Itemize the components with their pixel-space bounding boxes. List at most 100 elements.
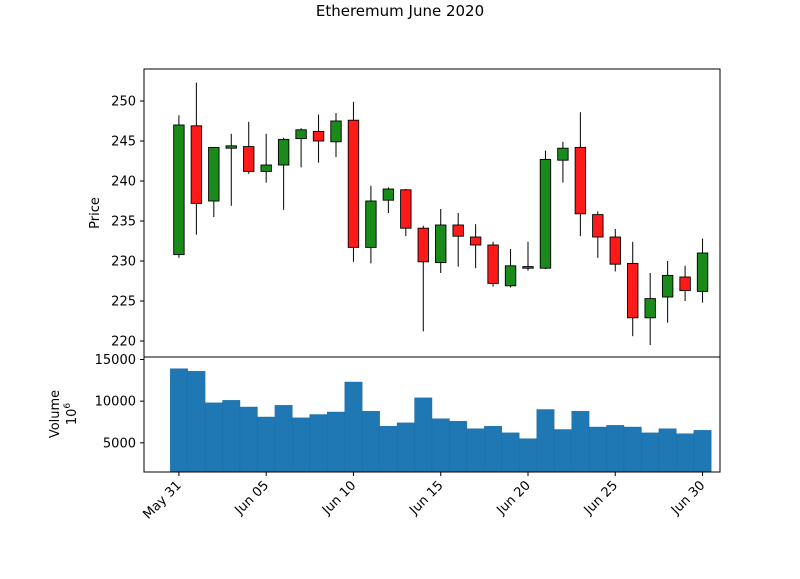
candle bbox=[557, 141, 569, 183]
volume-bar bbox=[257, 416, 276, 473]
candle-body bbox=[661, 274, 674, 298]
price-axis-label: Price bbox=[88, 197, 103, 229]
candle bbox=[592, 211, 604, 258]
candle bbox=[347, 101, 360, 262]
candle bbox=[173, 115, 185, 258]
volume-bars bbox=[169, 368, 712, 473]
volume-bar bbox=[344, 381, 363, 473]
candle-body bbox=[382, 188, 395, 201]
candle-body bbox=[696, 252, 709, 292]
candle-body bbox=[312, 130, 325, 142]
volume-bar bbox=[484, 425, 503, 473]
candle-body bbox=[243, 146, 255, 172]
candle-body bbox=[260, 164, 272, 172]
candle-body bbox=[469, 236, 482, 246]
candle-body bbox=[574, 146, 587, 215]
volume-bar bbox=[693, 430, 712, 473]
volume-y-tick-label: 5000 bbox=[103, 436, 136, 451]
candle bbox=[574, 112, 587, 237]
candle bbox=[696, 238, 709, 303]
candle bbox=[504, 249, 517, 288]
volume-bar bbox=[501, 432, 520, 473]
candle-body bbox=[208, 146, 220, 202]
candle-body bbox=[539, 158, 552, 269]
candle bbox=[522, 241, 534, 271]
candle bbox=[208, 146, 220, 217]
candle-body bbox=[277, 138, 290, 166]
candle-body bbox=[592, 214, 604, 238]
price-y-tick-label: 245 bbox=[111, 135, 136, 150]
price-y-axis: 220 225 230 235 240 245 250 bbox=[111, 95, 144, 350]
volume-bar bbox=[536, 409, 555, 473]
volume-bar bbox=[361, 410, 380, 473]
chart-title: Etheremum June 2020 bbox=[316, 2, 484, 20]
candle bbox=[225, 133, 237, 206]
candle bbox=[365, 185, 377, 264]
candle-body bbox=[225, 145, 237, 149]
candle-body bbox=[644, 298, 656, 319]
candle-body bbox=[365, 200, 377, 248]
volume-bar bbox=[309, 414, 328, 473]
candle-body bbox=[295, 129, 307, 140]
candle bbox=[452, 213, 464, 267]
candle bbox=[243, 121, 255, 174]
candle-body bbox=[190, 125, 203, 204]
volume-bar bbox=[571, 410, 590, 473]
price-y-tick-label: 230 bbox=[111, 255, 136, 270]
volume-bar bbox=[239, 406, 258, 473]
volume-bar bbox=[553, 429, 572, 473]
price-y-tick-label: 225 bbox=[111, 295, 136, 310]
candle bbox=[260, 133, 272, 183]
volume-bar bbox=[169, 368, 188, 473]
candle bbox=[487, 241, 499, 287]
volume-bar bbox=[519, 438, 537, 473]
volume-bar bbox=[379, 425, 398, 473]
candle bbox=[277, 137, 290, 210]
volume-bar bbox=[449, 420, 468, 473]
volume-y-tick-label: 10000 bbox=[95, 395, 136, 410]
candle-body bbox=[522, 266, 534, 269]
volume-axes-frame bbox=[143, 356, 721, 473]
volume-bar bbox=[623, 426, 642, 473]
candle-body bbox=[609, 236, 621, 265]
candle bbox=[295, 128, 307, 168]
candle-body bbox=[627, 262, 639, 319]
volume-panel: 5000 10000 15000 Volume 106 bbox=[48, 353, 721, 473]
candle bbox=[382, 187, 395, 213]
candle bbox=[400, 189, 412, 237]
price-panel: 220 225 230 235 240 245 250 Price bbox=[88, 68, 721, 358]
volume-bar bbox=[641, 432, 660, 473]
candle-body bbox=[435, 224, 447, 264]
price-candles bbox=[173, 82, 709, 345]
candle bbox=[435, 209, 447, 273]
candle bbox=[417, 225, 429, 332]
candle bbox=[644, 273, 656, 345]
candle-body bbox=[400, 189, 412, 229]
volume-bar bbox=[274, 405, 293, 473]
candle bbox=[661, 261, 674, 323]
price-y-tick-label: 235 bbox=[111, 215, 136, 230]
candle bbox=[469, 224, 482, 269]
candle-body bbox=[487, 244, 499, 284]
volume-bar bbox=[396, 422, 415, 473]
volume-unit-exponent: 6 bbox=[63, 403, 73, 409]
candle-body bbox=[557, 147, 569, 161]
candle bbox=[190, 82, 203, 235]
candle-body bbox=[452, 224, 464, 237]
volume-bar bbox=[676, 433, 695, 473]
price-y-tick-label: 240 bbox=[111, 175, 136, 190]
volume-bar bbox=[222, 400, 241, 473]
volume-y-tick-label: 15000 bbox=[95, 353, 136, 368]
volume-unit-label: 106 bbox=[63, 403, 80, 426]
price-y-tick-label: 220 bbox=[111, 335, 136, 350]
volume-bar bbox=[292, 417, 311, 473]
volume-y-axis: 5000 10000 15000 bbox=[95, 353, 144, 451]
volume-bar bbox=[658, 428, 677, 473]
candle bbox=[330, 113, 342, 157]
candle-body bbox=[173, 124, 185, 256]
volume-unit-base: 10 bbox=[65, 409, 80, 426]
volume-axis-label: Volume bbox=[48, 390, 63, 438]
candle bbox=[627, 241, 639, 337]
